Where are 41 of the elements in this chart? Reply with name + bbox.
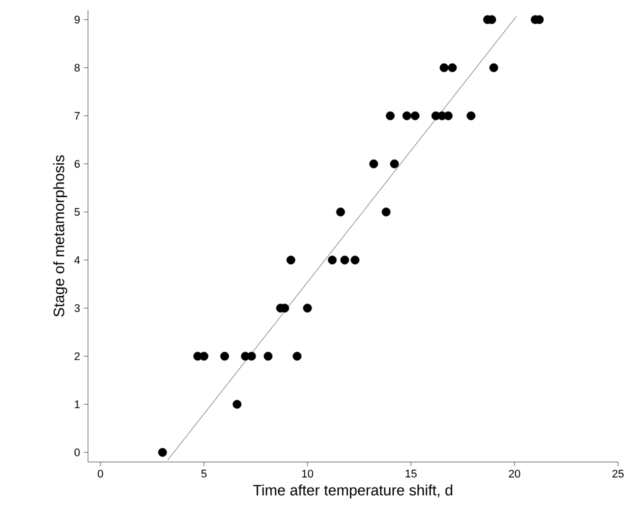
point [158, 448, 167, 457]
point [489, 63, 498, 72]
y-tick-label: 2 [74, 352, 80, 360]
point [448, 63, 457, 72]
point [382, 208, 391, 216]
x-tick-label: 5 [201, 470, 207, 478]
y-tick-label: 6 [74, 160, 80, 168]
point [410, 111, 420, 120]
point [466, 111, 476, 120]
x-axis-title: Time after temperature shift, d [253, 484, 452, 498]
point [247, 352, 256, 361]
point [200, 352, 208, 361]
point [328, 256, 337, 264]
point [220, 352, 230, 361]
y-tick-label: 0 [74, 448, 80, 456]
point [350, 256, 360, 264]
y-tick-label: 3 [74, 304, 80, 312]
y-tick-label: 5 [74, 208, 80, 216]
point [264, 352, 273, 361]
x-tick-label: 0 [98, 470, 104, 478]
y-tick-label: 9 [74, 16, 80, 24]
x-tick-label: 10 [302, 470, 314, 478]
y-tick-label: 1 [74, 400, 80, 408]
x-tick-label: 15 [406, 470, 417, 478]
point [390, 159, 399, 168]
point [232, 400, 242, 409]
point [369, 159, 378, 168]
x-tick-label: 25 [612, 470, 624, 478]
point [292, 352, 302, 361]
point [340, 256, 350, 264]
point [303, 304, 312, 313]
y-tick-label: 7 [74, 112, 80, 120]
y-tick-label: 8 [74, 64, 80, 72]
point [440, 63, 448, 72]
y-tick-label: 4 [74, 256, 80, 264]
point [386, 111, 395, 120]
point [336, 208, 345, 216]
y-axis-title: Stage of metamorphosis [53, 155, 68, 317]
point [286, 256, 296, 264]
x-tick-label: 20 [508, 470, 520, 478]
point [402, 111, 412, 120]
